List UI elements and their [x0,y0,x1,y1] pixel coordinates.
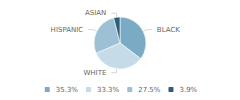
svg-text:3.9%: 3.9% [179,86,197,94]
svg-text:HISPANIC: HISPANIC [51,26,84,34]
svg-text:35.3%: 35.3% [56,86,79,94]
svg-text:WHITE: WHITE [83,69,106,77]
svg-text:ASIAN: ASIAN [85,9,106,17]
svg-text:27.5%: 27.5% [138,86,161,94]
svg-text:33.3%: 33.3% [97,86,120,94]
svg-text:BLACK: BLACK [157,26,180,34]
